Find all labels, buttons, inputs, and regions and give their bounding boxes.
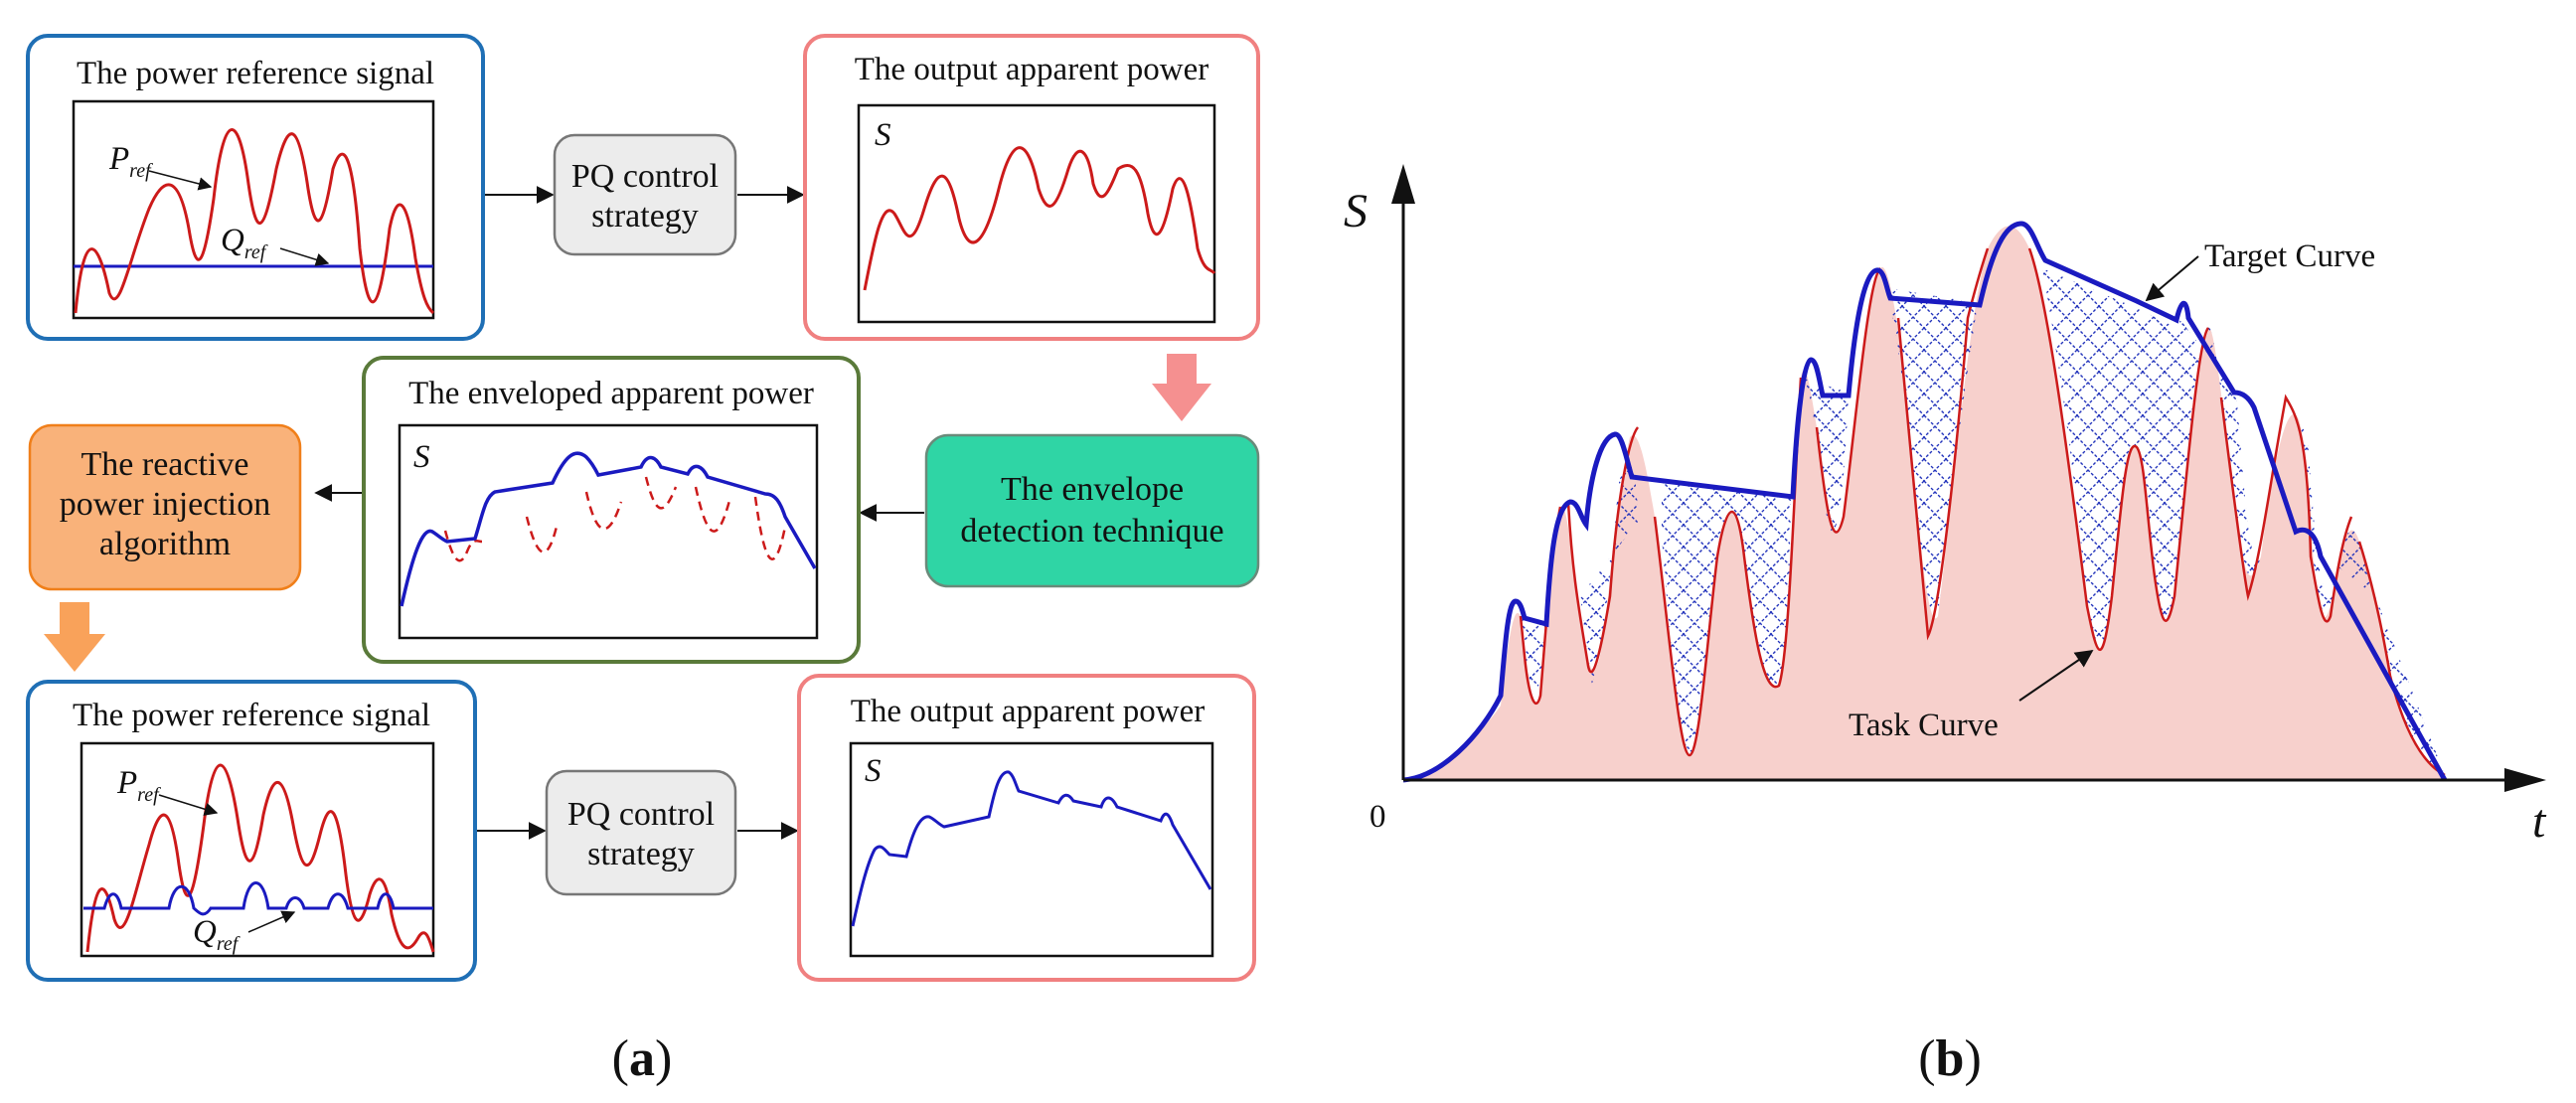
reactive-line3: algorithm <box>99 526 231 562</box>
box5-title: The output apparent power <box>851 694 1205 729</box>
pq2-line2: strategy <box>587 836 695 872</box>
reactive-line2: power injection <box>60 486 270 523</box>
box2-title: The output apparent power <box>855 52 1208 87</box>
box4-q-ref-label: Qref <box>193 914 241 955</box>
box3-envelope-curve <box>400 451 817 607</box>
envelope-line1: The envelope <box>1001 471 1184 508</box>
task-curve-line <box>1519 247 2446 777</box>
box4-p-ref-label: Pref <box>116 765 161 806</box>
p-ref-curve <box>74 128 435 315</box>
power-reference-box-1: The power reference signal Pref Qref <box>26 34 485 341</box>
output-apparent-power-box-1: The output apparent power S <box>803 34 1260 341</box>
y-axis-arrowhead <box>1391 164 1415 204</box>
pq1-line2: strategy <box>591 198 699 235</box>
origin-label: 0 <box>1369 799 1386 835</box>
box1-title: The power reference signal <box>77 56 434 91</box>
box3-s-label: S <box>413 439 430 475</box>
enveloped-apparent-power-box: The enveloped apparent power S <box>362 356 861 664</box>
pq-control-box-2: PQ control strategy <box>545 769 737 896</box>
envelope-detection-box: The envelope detection technique <box>924 433 1260 588</box>
y-axis-label: S <box>1344 185 1368 237</box>
x-axis-label: t <box>2532 795 2547 848</box>
box2-output-curve <box>863 146 1216 291</box>
box3-dashed-task-curve <box>443 476 787 562</box>
down-arrow-orange <box>44 602 105 672</box>
reactive-line1: The reactive <box>81 446 249 483</box>
gap-hatch-area <box>1521 268 2445 775</box>
box5-s-label: S <box>865 753 882 789</box>
reactive-power-injection-box: The reactive power injection algorithm <box>28 423 302 591</box>
box3-title: The enveloped apparent power <box>408 376 814 411</box>
panel-b-chart: S t 0 Target Curve Task Curve <box>1344 164 2547 848</box>
p-ref-label: Pref <box>108 141 153 182</box>
pq2-line1: PQ control <box>567 796 715 833</box>
box2-s-label: S <box>875 117 891 153</box>
target-curve-line <box>1402 221 2448 783</box>
target-curve-label: Target Curve <box>2204 238 2375 274</box>
box4-title: The power reference signal <box>73 698 430 733</box>
panel-a-label: (a) <box>612 1030 673 1087</box>
pq-control-box-1: PQ control strategy <box>553 133 737 256</box>
box5-output-curve <box>851 770 1212 927</box>
task-curve-label: Task Curve <box>1849 708 1999 743</box>
box4-p-ref-curve <box>85 763 435 953</box>
output-apparent-power-box-2: The output apparent power S <box>797 674 1256 982</box>
box4-q-ref-curve <box>83 881 433 916</box>
pq1-line1: PQ control <box>571 158 719 195</box>
power-reference-box-2: The power reference signal Pref Qref <box>26 680 477 982</box>
box1-plot-frame <box>72 99 435 320</box>
q-ref-label: Qref <box>221 223 268 263</box>
down-arrow-red <box>1152 354 1211 421</box>
envelope-line2: detection technique <box>960 513 1223 550</box>
x-axis-arrowhead <box>2504 768 2546 792</box>
task-curve-area <box>1403 226 2445 780</box>
panel-b-label: (b) <box>1918 1030 1982 1087</box>
